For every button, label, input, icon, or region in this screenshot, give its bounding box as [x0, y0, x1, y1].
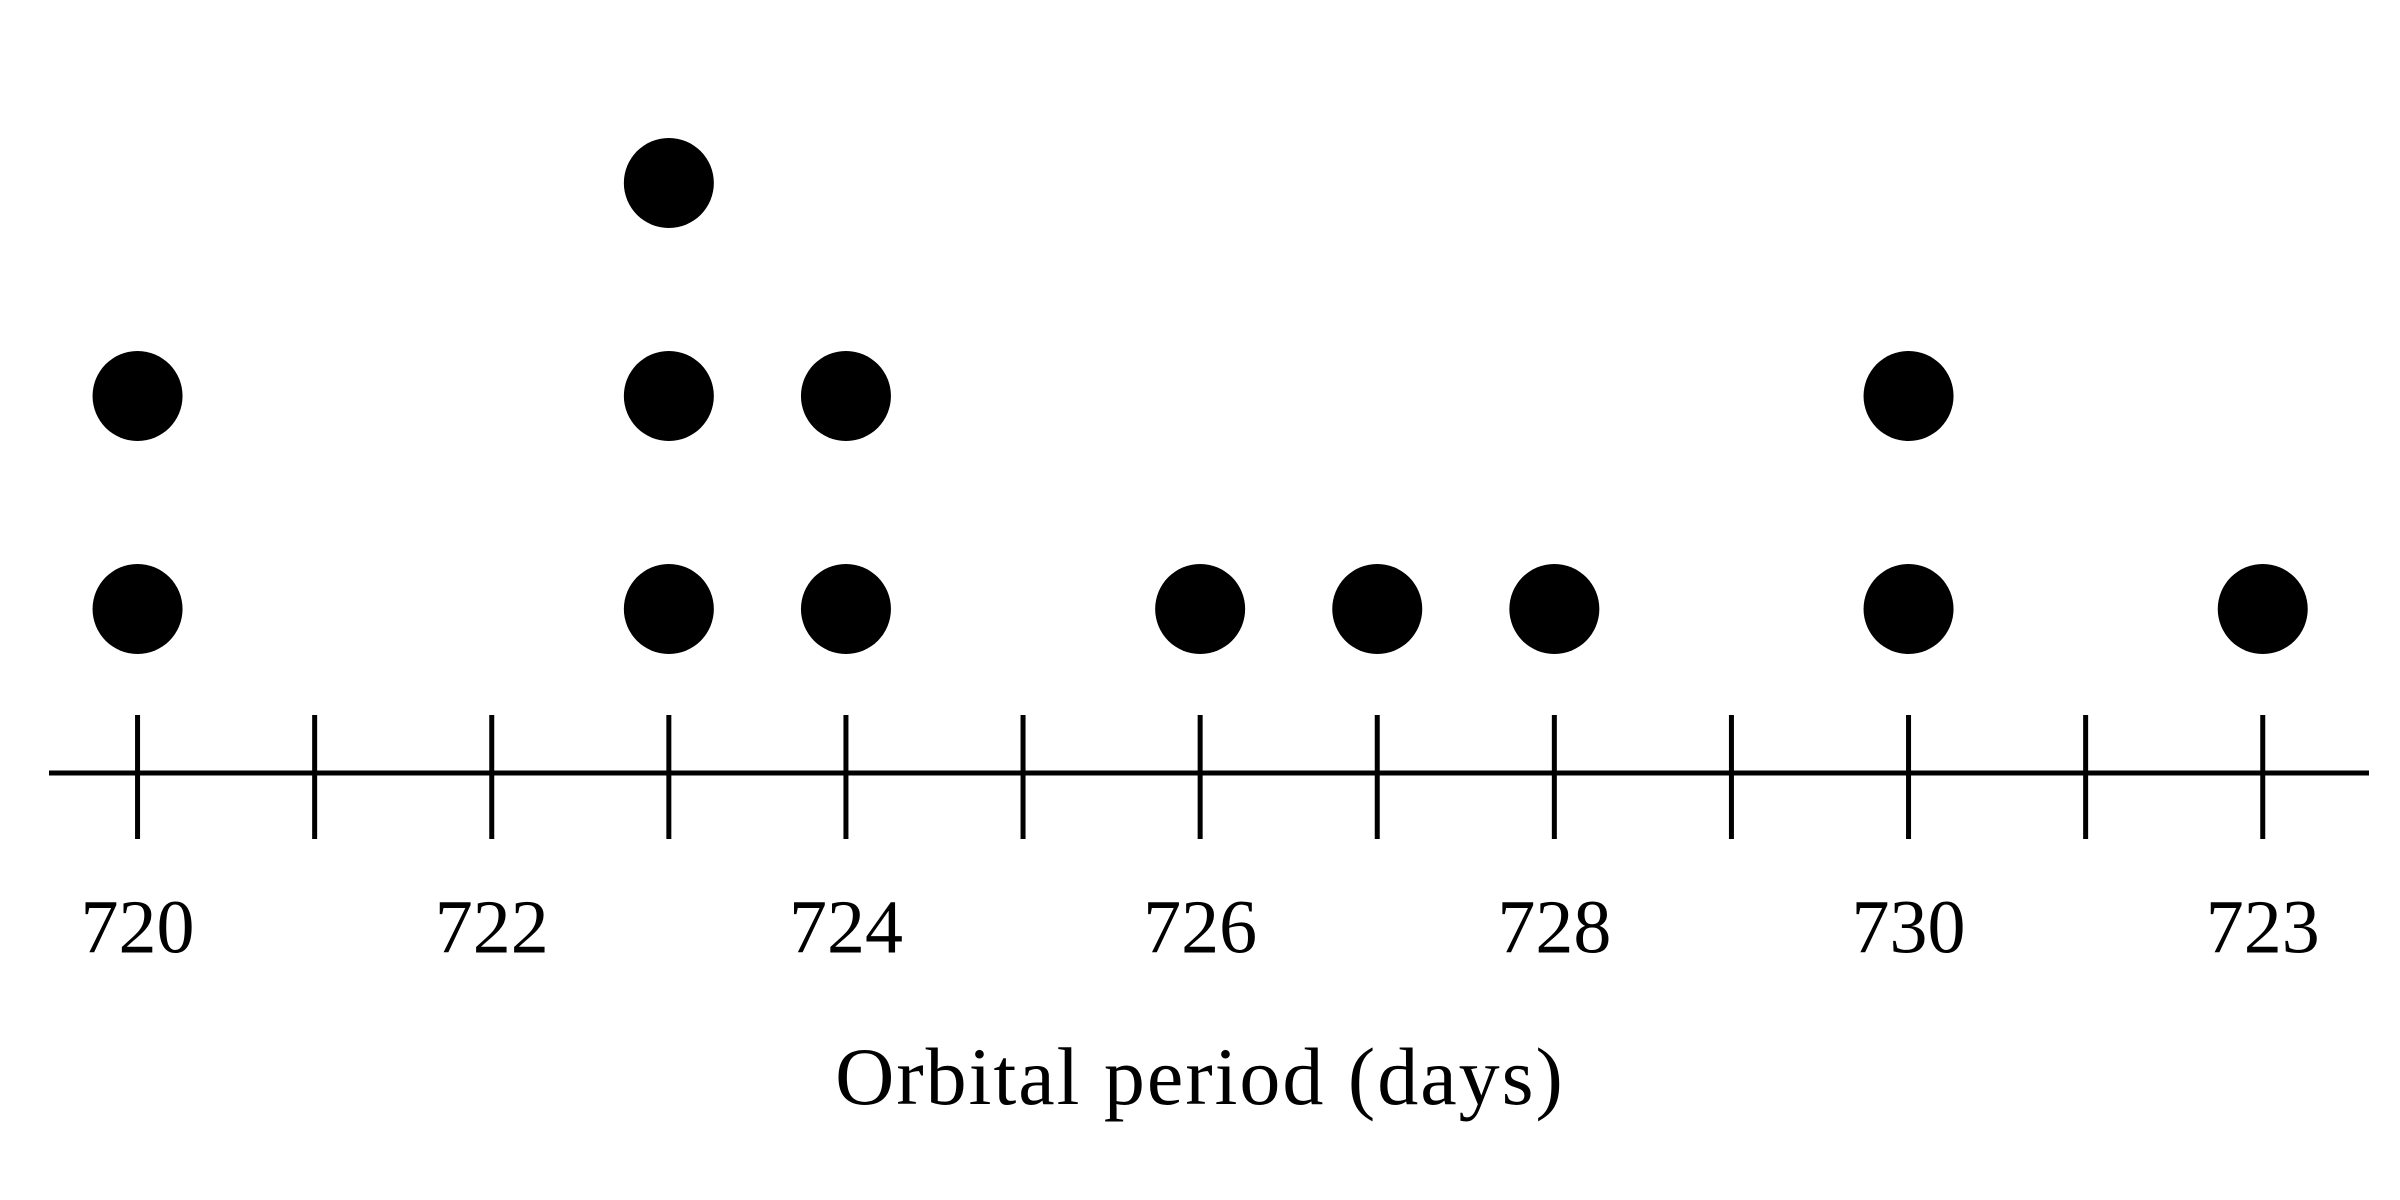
- dot: [2217, 564, 2308, 654]
- x-tick-label: 720: [81, 885, 195, 969]
- dot: [1332, 564, 1423, 654]
- dot: [92, 564, 183, 654]
- dot: [1863, 564, 1954, 654]
- x-tick-label: 730: [1852, 885, 1966, 969]
- dot: [1155, 564, 1246, 654]
- x-tick-label: 726: [1143, 885, 1257, 969]
- dot: [623, 351, 714, 441]
- dot: [800, 564, 891, 654]
- x-axis-title: Orbital period (days): [835, 1031, 1565, 1122]
- dot: [623, 138, 714, 228]
- dot: [1509, 564, 1600, 654]
- dot: [1863, 351, 1954, 441]
- x-tick-label: 724: [789, 885, 903, 969]
- dot: [92, 351, 183, 441]
- dot: [800, 351, 891, 441]
- dot: [623, 564, 714, 654]
- x-tick-label: 723: [2206, 885, 2320, 969]
- x-tick-label: 722: [435, 885, 549, 969]
- x-tick-label: 728: [1497, 885, 1611, 969]
